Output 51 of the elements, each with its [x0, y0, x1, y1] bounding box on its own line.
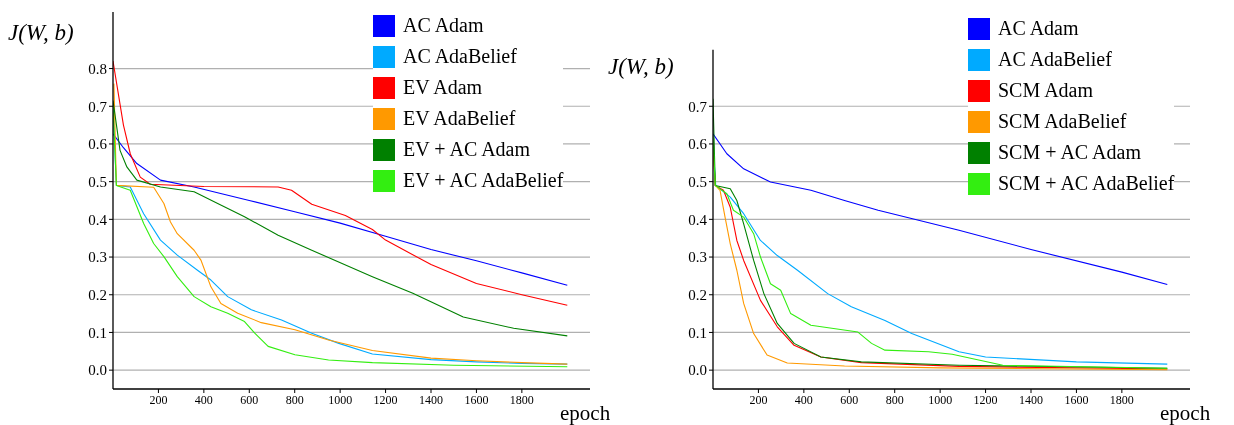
x-tick-label: 400 [794, 392, 813, 407]
legend-label: AC AdaBelief [998, 47, 1112, 72]
y-tick-label: 0.7 [688, 98, 708, 115]
legend-label: SCM AdaBelief [998, 109, 1127, 134]
x-axis-title: epoch [560, 401, 611, 425]
x-tick-label: 400 [194, 392, 213, 407]
x-tick-label: 1800 [509, 392, 534, 407]
x-tick-label: 1600 [464, 392, 489, 407]
legend-label: SCM + AC AdaBelief [998, 171, 1175, 196]
y-tick-label: 0.2 [88, 287, 107, 304]
legend-label: SCM Adam [998, 78, 1094, 103]
legend-label: AC Adam [403, 13, 484, 38]
y-tick-label: 0.5 [88, 173, 107, 190]
x-tick-label: 600 [840, 392, 859, 407]
x-tick-label: 800 [885, 392, 904, 407]
x-tick-label: 1600 [1064, 392, 1089, 407]
y-tick-label: 0.3 [688, 249, 707, 266]
x-tick-label: 800 [285, 392, 304, 407]
x-tick-label: 1400 [1019, 392, 1043, 407]
y-tick-label: 0.0 [688, 362, 707, 379]
x-tick-label: 200 [749, 392, 768, 407]
legend-label: AC Adam [998, 16, 1079, 41]
x-tick-label: 600 [240, 392, 259, 407]
y-tick-label: 0.6 [688, 136, 708, 153]
y-tick-label: 0.4 [688, 211, 708, 228]
y-tick-label: 0.0 [88, 362, 107, 379]
x-tick-label: 1000 [328, 392, 353, 407]
x-tick-label: 1000 [928, 392, 953, 407]
legend-label: EV + AC AdaBelief [403, 168, 564, 193]
legend-label: EV Adam [403, 75, 483, 100]
x-tick-label: 1200 [373, 392, 398, 407]
y-tick-label: 0.8 [88, 60, 107, 77]
y-tick-label: 0.2 [688, 287, 707, 304]
legend-label: EV + AC Adam [403, 137, 531, 162]
y-tick-label: 0.7 [88, 98, 108, 115]
y-tick-label: 0.1 [688, 324, 707, 341]
legend-label: EV AdaBelief [403, 106, 516, 131]
y-tick-label: 0.5 [688, 173, 707, 190]
x-tick-label: 1400 [419, 392, 443, 407]
x-tick-label: 1800 [1109, 392, 1134, 407]
legend-label: SCM + AC Adam [998, 140, 1141, 165]
y-tick-label: 0.3 [88, 249, 107, 266]
y-tick-label: 0.6 [88, 136, 108, 153]
legend-label: AC AdaBelief [403, 44, 517, 69]
y-axis-title: J(W, b) [608, 53, 674, 80]
y-axis-title: J(W, b) [8, 20, 74, 46]
y-tick-label: 0.4 [88, 211, 108, 228]
x-tick-label: 1200 [973, 392, 998, 407]
x-tick-label: 200 [149, 392, 168, 407]
x-axis-title: epoch [1160, 401, 1211, 425]
y-tick-label: 0.1 [88, 324, 107, 341]
